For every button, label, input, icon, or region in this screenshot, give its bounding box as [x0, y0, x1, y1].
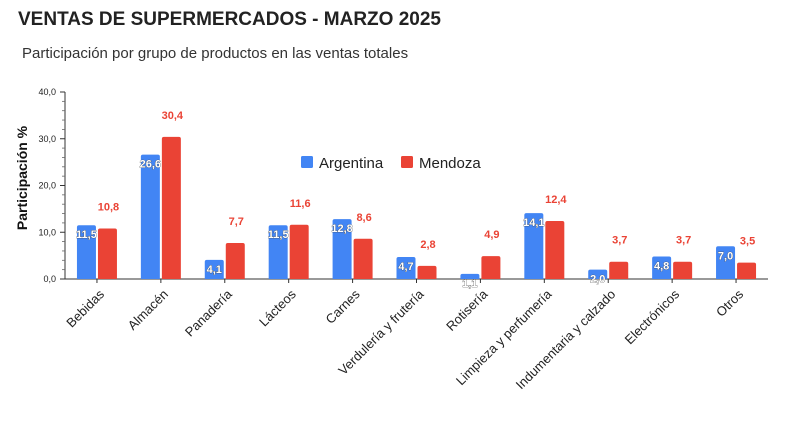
x-axis: Bebidas Almacén Panadería Lácteos CarnesVerd…: [63, 278, 768, 392]
x-tick-label: Rotisería: [443, 286, 491, 334]
data-label-argentina: 1,1: [462, 278, 477, 290]
bar-mendoza: [481, 256, 501, 279]
data-label-mendoza: 3,7: [612, 235, 627, 247]
bar-argentina: [268, 225, 288, 279]
bar-mendoza: [353, 238, 373, 279]
x-tick-label: Electrónicos: [622, 286, 683, 347]
data-label-argentina: 7,0: [718, 250, 733, 262]
bar-argentina: [140, 154, 160, 279]
bar-argentina: [716, 246, 736, 279]
bar-mendoza: [673, 261, 693, 279]
legend-label: Argentina: [319, 155, 384, 172]
data-label-argentina: 14,1: [523, 217, 544, 229]
x-tick-label: Almacén: [125, 287, 171, 333]
bar-mendoza: [225, 243, 245, 279]
y-tick-label: 40,0: [38, 87, 56, 97]
bar-argentina: [460, 273, 480, 279]
bar-labels: 11,5 10,8 26,6 30,4 4,1 7,7 11,5 11,6 12,8 8,6 4,7…: [76, 110, 755, 290]
data-label-argentina: 26,6: [140, 159, 161, 171]
data-label-argentina: 4,8: [654, 261, 669, 273]
data-label-argentina: 11,5: [268, 229, 289, 241]
y-tick-label: 30,0: [38, 134, 56, 144]
bar-argentina: [332, 219, 352, 279]
data-label-mendoza: 7,7: [229, 216, 244, 228]
bar-argentina: [524, 213, 544, 279]
bar-mendoza: [417, 265, 437, 279]
y-axis: 0,0 10,0 20,0 30,0 40,0: [38, 87, 66, 284]
data-label-mendoza: 8,6: [356, 212, 371, 224]
x-tick-label: Panadería: [182, 286, 236, 340]
y-tick-label: 0,0: [43, 274, 56, 284]
legend-label: Mendoza: [419, 155, 481, 172]
bar-mendoza: [737, 262, 757, 279]
bar-mendoza: [289, 224, 309, 279]
legend: Argentina Mendoza: [301, 155, 481, 172]
data-label-mendoza: 30,4: [162, 110, 184, 122]
data-label-mendoza: 10,8: [98, 202, 119, 214]
data-label-argentina: 2,0: [590, 274, 605, 286]
data-label-mendoza: 2,8: [420, 239, 435, 251]
x-tick-label: Lácteos: [256, 286, 299, 329]
legend-swatch: [301, 156, 313, 168]
x-tick-label: Otros: [713, 286, 746, 319]
bar-argentina: [652, 256, 672, 279]
x-tick-label: Bebidas: [63, 286, 107, 330]
chart-subtitle: Participación por grupo de productos en …: [22, 45, 409, 62]
bar-mendoza: [609, 261, 629, 279]
y-tick-label: 10,0: [38, 227, 56, 237]
data-label-argentina: 4,7: [398, 261, 413, 273]
data-label-mendoza: 11,6: [290, 198, 311, 210]
data-label-argentina: 4,1: [207, 264, 222, 276]
data-label-mendoza: 3,5: [740, 236, 755, 248]
legend-swatch: [401, 156, 413, 168]
bar-argentina: [204, 259, 224, 279]
data-label-argentina: 11,5: [76, 229, 97, 241]
bar-argentina: [396, 257, 416, 279]
bar-mendoza: [545, 221, 565, 279]
bars: [76, 136, 757, 279]
x-tick-label: Carnes: [322, 286, 363, 327]
y-tick-label: 20,0: [38, 181, 56, 191]
data-label-argentina: 12,8: [331, 223, 352, 235]
bar-argentina: [76, 225, 96, 279]
bar-mendoza: [161, 136, 181, 279]
bar-mendoza: [97, 228, 117, 279]
y-axis-label: Participación %: [14, 125, 30, 230]
bar-argentina: [588, 269, 608, 279]
data-label-mendoza: 12,4: [545, 194, 567, 206]
chart-title: VENTAS DE SUPERMERCADOS - MARZO 2025: [18, 9, 441, 30]
data-label-mendoza: 4,9: [484, 229, 499, 241]
data-label-mendoza: 3,7: [676, 235, 691, 247]
